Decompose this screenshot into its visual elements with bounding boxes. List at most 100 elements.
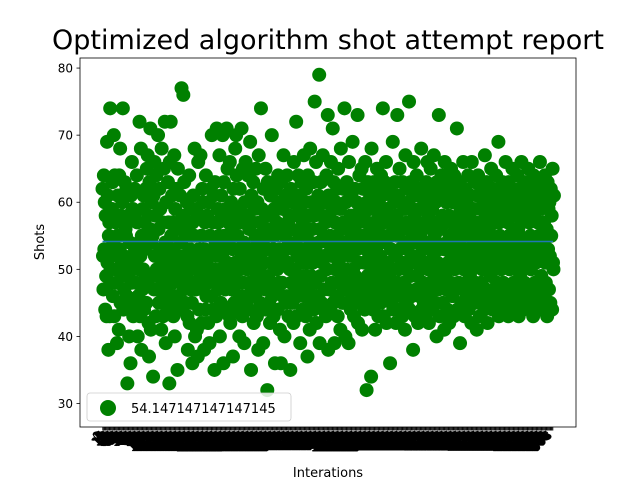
data-point <box>251 148 266 163</box>
data-point <box>237 336 252 351</box>
data-point <box>449 121 464 136</box>
data-point <box>368 322 383 337</box>
data-point <box>532 154 547 169</box>
data-point <box>426 148 441 163</box>
legend-marker <box>100 400 116 416</box>
data-point <box>331 161 346 176</box>
y-tick-label: 80 <box>58 62 73 76</box>
data-point <box>222 154 237 169</box>
data-point <box>223 316 238 331</box>
data-point <box>406 154 421 169</box>
data-point <box>277 329 292 344</box>
data-point <box>212 148 227 163</box>
data-point <box>176 87 191 102</box>
data-point <box>243 134 258 149</box>
x-axis-ticks: 0123456789101112131415161718192021222324… <box>88 427 555 454</box>
data-point <box>283 362 298 377</box>
data-point <box>103 101 118 116</box>
data-point <box>293 336 308 351</box>
data-point <box>359 383 374 398</box>
data-point <box>170 362 185 377</box>
data-point <box>193 148 208 163</box>
data-point <box>330 309 345 324</box>
data-point <box>286 154 301 169</box>
data-point <box>355 322 370 337</box>
data-point <box>491 134 506 149</box>
data-point <box>453 336 468 351</box>
data-point <box>327 336 342 351</box>
data-point <box>162 376 177 391</box>
data-point <box>469 322 484 337</box>
data-point <box>545 161 560 176</box>
data-point <box>154 141 169 156</box>
data-point <box>402 94 417 109</box>
data-point <box>312 67 327 82</box>
data-point <box>546 262 561 277</box>
data-point <box>202 336 217 351</box>
data-point <box>246 175 261 190</box>
y-tick-label: 40 <box>58 330 73 344</box>
data-point <box>113 141 128 156</box>
data-point <box>358 154 373 169</box>
data-point <box>129 168 144 183</box>
data-point <box>209 309 224 324</box>
data-point <box>111 322 126 337</box>
data-point <box>341 154 356 169</box>
data-point <box>406 342 421 357</box>
data-point <box>300 349 315 364</box>
data-point <box>325 121 340 136</box>
data-point <box>303 141 318 156</box>
data-point <box>106 128 121 143</box>
data-point <box>544 208 559 223</box>
data-point <box>289 114 304 129</box>
data-point <box>392 161 407 176</box>
y-tick-label: 70 <box>58 129 73 143</box>
data-point <box>541 282 556 297</box>
y-tick-label: 60 <box>58 196 73 210</box>
y-tick-label: 30 <box>58 397 73 411</box>
data-point <box>228 141 243 156</box>
data-point <box>167 329 182 344</box>
data-point <box>350 108 365 123</box>
data-point <box>109 336 124 351</box>
data-point <box>139 295 154 310</box>
data-point <box>375 101 390 116</box>
data-point <box>214 188 229 203</box>
data-point <box>264 128 279 143</box>
data-point <box>390 108 405 123</box>
data-point <box>276 148 291 163</box>
data-point <box>115 101 130 116</box>
data-point <box>364 141 379 156</box>
data-point <box>307 94 322 109</box>
data-point <box>170 161 185 176</box>
data-point <box>385 134 400 149</box>
legend: 54.147147147147145 <box>86 392 292 422</box>
data-point <box>238 154 253 169</box>
data-point <box>244 362 259 377</box>
data-point <box>225 349 240 364</box>
data-point <box>253 101 268 116</box>
data-point <box>116 302 131 317</box>
data-point <box>100 188 115 203</box>
y-tick-label: 50 <box>58 263 73 277</box>
data-point <box>123 356 138 371</box>
data-point <box>143 322 158 337</box>
data-point <box>345 134 360 149</box>
data-point <box>142 349 157 364</box>
data-point <box>464 154 479 169</box>
data-point <box>182 168 197 183</box>
data-point <box>120 376 135 391</box>
data-point <box>130 329 145 344</box>
data-point <box>423 161 438 176</box>
data-point <box>258 161 273 176</box>
data-points <box>95 67 561 398</box>
data-point <box>421 316 436 331</box>
data-point <box>232 181 247 196</box>
x-axis-label: Interations <box>293 466 363 480</box>
data-point <box>151 128 166 143</box>
data-point <box>256 336 271 351</box>
data-point <box>212 329 227 344</box>
data-point <box>180 342 195 357</box>
data-point <box>364 369 379 384</box>
data-point <box>431 108 446 123</box>
